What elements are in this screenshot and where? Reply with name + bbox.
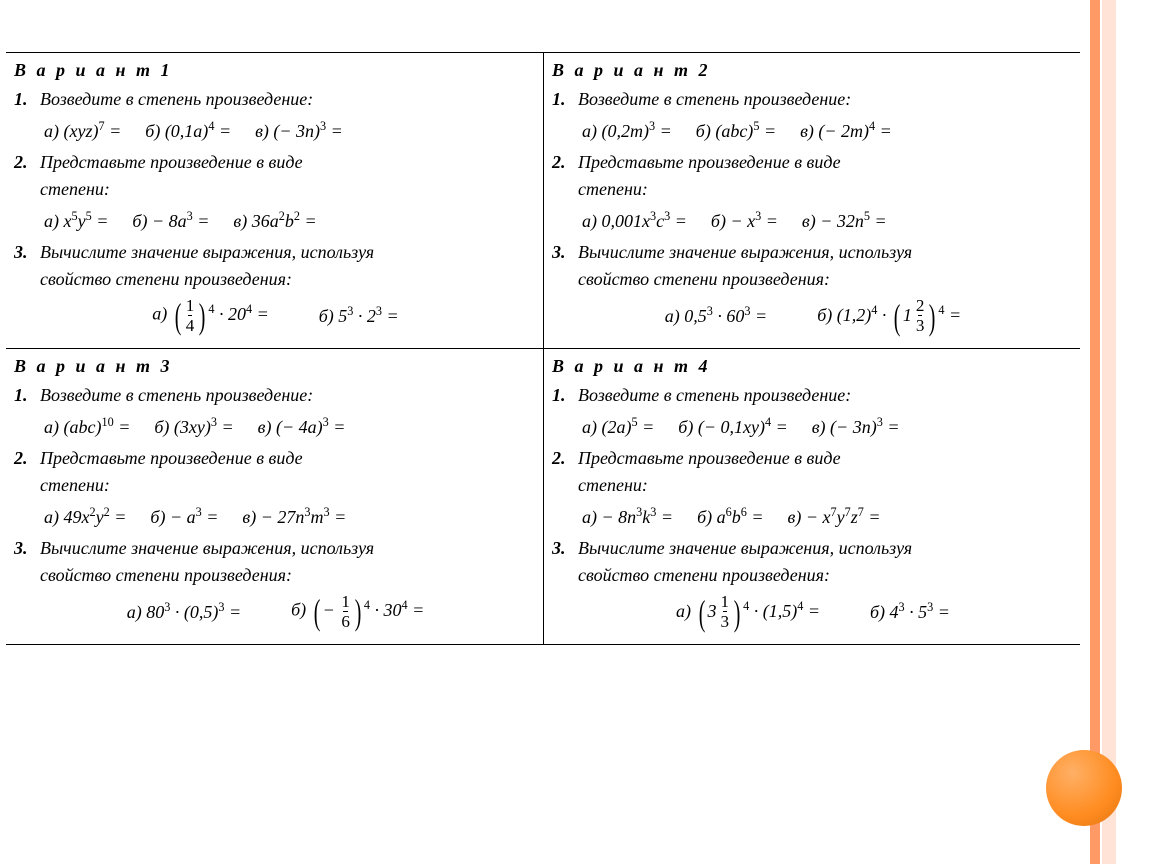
expr: б) − 8a3 = [132, 207, 209, 235]
task-text: Вычислите значение выражения, используяс… [40, 239, 537, 293]
slide-decor-circle [1046, 750, 1122, 826]
task-num: 3. [14, 239, 40, 266]
slide-stripe-dark [1090, 0, 1100, 864]
variant-1: В а р и а н т 1 1. Возведите в степень п… [6, 53, 543, 348]
worksheet-table: В а р и а н т 1 1. Возведите в степень п… [6, 52, 1080, 645]
variant-title: В а р и а н т 1 [14, 57, 537, 84]
task-text: Возведите в степень произведение: [40, 86, 537, 113]
variant-title: В а р и а н т 2 [552, 57, 1074, 84]
expr: в) (− 3n)3 = [255, 117, 343, 145]
expr: в) 36a2b2 = [233, 207, 316, 235]
task-num: 2. [14, 149, 40, 176]
expr: б) 53 · 23 = [319, 302, 399, 330]
expr: б) (0,1a)4 = [145, 117, 231, 145]
expr: а) (xyz)7 = [44, 117, 121, 145]
task-text: Представьте произведение в видестепени: [40, 149, 537, 203]
variant-4: В а р и а н т 4 1. Возведите в степень п… [543, 349, 1080, 644]
expr: а) (14)4 · 204 = [152, 297, 268, 334]
expr: а) x5y5 = [44, 207, 108, 235]
slide-stripe-light [1102, 0, 1116, 864]
variant-2: В а р и а н т 2 1. Возведите в степень п… [543, 53, 1080, 348]
variant-3: В а р и а н т 3 1. Возведите в степень п… [6, 349, 543, 644]
task-num: 1. [14, 86, 40, 113]
